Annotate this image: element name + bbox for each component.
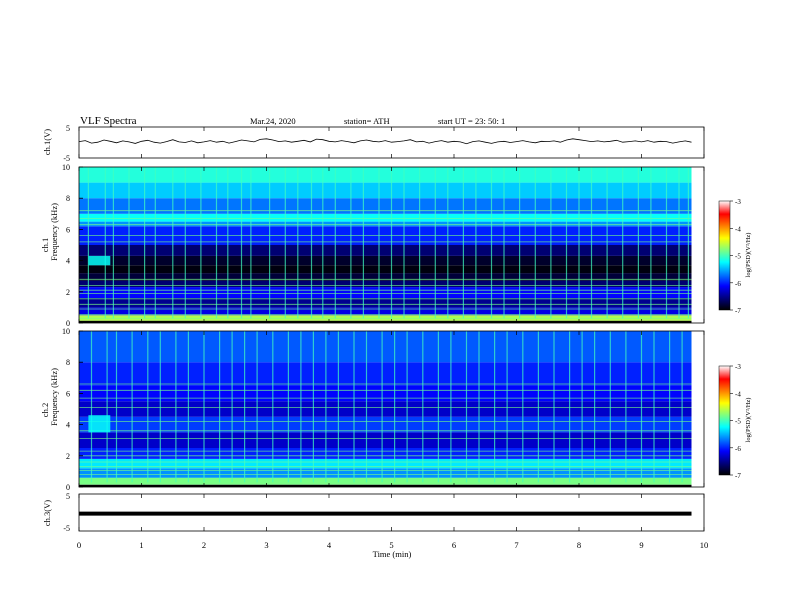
ch1-spec-ytick-label-5: 10 bbox=[62, 163, 70, 172]
ch1-spec-band-5 bbox=[79, 280, 692, 288]
x-tick-label-0: 0 bbox=[77, 540, 81, 550]
ch1-spec-band-15 bbox=[79, 167, 692, 183]
ch2-colorbar-tick-label-2: -5 bbox=[735, 418, 741, 426]
ch1-spec-band-6 bbox=[79, 273, 692, 281]
ch2-spec-ytick-label-5: 10 bbox=[62, 327, 70, 336]
x-tick-label-1: 1 bbox=[139, 540, 143, 550]
ch2-spec-band-5 bbox=[79, 432, 692, 448]
ch2-spectrogram-ylabel-channel: ch.2 bbox=[40, 403, 50, 417]
chart-title: VLF Spectra bbox=[80, 115, 137, 127]
ch2-spec-band-7 bbox=[79, 401, 692, 417]
ch1-spec-band-14 bbox=[79, 182, 692, 199]
x-tick-label-6: 6 bbox=[452, 540, 456, 550]
ch2-colorbar: -3 -4 -5 -6 -7 log(PSD)(V²/Hz) bbox=[718, 363, 752, 480]
ch1-spec-band-13 bbox=[79, 198, 692, 214]
ch2-spec-band-8 bbox=[79, 385, 692, 402]
x-tick-label-2: 2 bbox=[202, 540, 206, 550]
ch1-ytick-bottom: -5 bbox=[63, 154, 70, 163]
ch1-spec-band-0 bbox=[79, 320, 692, 323]
ch1-spec-band-11 bbox=[79, 221, 692, 227]
ch2-colorbar-label: log(PSD)(V²/Hz) bbox=[745, 398, 752, 443]
ch3-ytick-top: 5 bbox=[66, 492, 70, 501]
ch2-colorbar-tick-label-3: -6 bbox=[735, 445, 741, 453]
ch1-ytick-top: 5 bbox=[66, 124, 70, 133]
ch2-spectrogram-panel: 0 2 4 6 8 10 ch.2 Frequency (kHz) bbox=[40, 327, 705, 492]
ch1-colorbar-gradient bbox=[718, 200, 731, 311]
ch1-spec-band-2 bbox=[79, 307, 692, 316]
ch1-spectrogram-panel: 0 2 4 6 8 10 ch.1 Frequency (kHz) bbox=[40, 163, 705, 328]
ch1-spec-patch-0 bbox=[88, 255, 111, 266]
ch1-spec-ytick-label-0: 0 bbox=[66, 319, 70, 328]
ch1-spectrogram-ylabel-frequency: Frequency (kHz) bbox=[49, 203, 59, 261]
ch2-spec-ytick-label-1: 2 bbox=[66, 452, 70, 461]
ch2-colorbar-tick-label-1: -4 bbox=[735, 390, 741, 398]
ch2-spec-ytick-label-3: 6 bbox=[66, 389, 70, 398]
ch1-spec-ytick-label-3: 6 bbox=[66, 225, 70, 234]
ch2-spec-ytick-label-2: 4 bbox=[66, 421, 70, 430]
ch1-colorbar: -3 -4 -5 -6 -7 log(PSD)(V²/Hz) bbox=[718, 198, 752, 315]
ch1-spec-band-7 bbox=[79, 265, 692, 274]
ch2-spectrogram-image bbox=[79, 331, 692, 487]
ch1-waveform-line bbox=[78, 138, 692, 145]
ch3-ytick-bottom: -5 bbox=[63, 524, 70, 533]
ch3-ylabel: ch.3(V) bbox=[42, 500, 52, 526]
ch1-spec-band-4 bbox=[79, 287, 692, 298]
ch3-waveform-panel: 5 -5 ch.3(V) 0 1 2 3 4 5 6 7 8 9 10 Time (min) bbox=[42, 127, 708, 559]
ch1-colorbar-tick-label-0: -3 bbox=[735, 198, 741, 206]
x-tick-label-7: 7 bbox=[514, 540, 518, 550]
ch1-ylabel: ch.1(V) bbox=[42, 129, 52, 155]
x-tick-label-3: 3 bbox=[264, 540, 268, 550]
ch1-spec-band-12 bbox=[79, 213, 692, 222]
x-tick-label-5: 5 bbox=[389, 540, 393, 550]
ch2-spec-patch-0 bbox=[88, 415, 111, 433]
ch1-colorbar-tick-label-1: -4 bbox=[735, 225, 741, 233]
x-tick-label-4: 4 bbox=[327, 540, 332, 550]
x-axis-ticks: 0 1 2 3 4 5 6 7 8 9 10 bbox=[77, 127, 708, 550]
ch2-spec-band-3 bbox=[79, 458, 692, 469]
x-tick-label-9: 9 bbox=[639, 540, 643, 550]
ch1-colorbar-tick-label-4: -7 bbox=[735, 307, 741, 315]
ch2-spectrogram-ylabel-frequency: Frequency (kHz) bbox=[49, 368, 59, 426]
ch2-spec-band-6 bbox=[79, 416, 692, 433]
ch1-colorbar-label: log(PSD)(V²/Hz) bbox=[745, 233, 752, 278]
ch2-spec-band-2 bbox=[79, 468, 692, 478]
ch1-spectrogram-ylabel-channel: ch.1 bbox=[40, 238, 50, 252]
ch2-spec-band-4 bbox=[79, 448, 692, 459]
ch2-spec-band-0 bbox=[79, 484, 692, 487]
start-time-label: start UT = 23: 50: 1 bbox=[438, 116, 505, 126]
ch1-spec-ytick-label-4: 8 bbox=[66, 194, 70, 203]
ch1-colorbar-tick-label-3: -6 bbox=[735, 280, 741, 288]
ch2-colorbar-tick-label-0: -3 bbox=[735, 363, 741, 371]
ch1-spec-band-8 bbox=[79, 255, 692, 266]
ch1-spec-band-9 bbox=[79, 245, 692, 256]
x-tick-label-10: 10 bbox=[700, 540, 709, 550]
x-tick-label-8: 8 bbox=[577, 540, 581, 550]
ch1-spec-band-3 bbox=[79, 298, 692, 308]
ch2-colorbar-tick-label-4: -7 bbox=[735, 472, 741, 480]
x-axis-label: Time (min) bbox=[373, 549, 412, 559]
ch2-spec-band-9 bbox=[79, 362, 692, 386]
ch1-spec-ytick-label-1: 2 bbox=[66, 288, 70, 297]
station-label: station= ATH bbox=[344, 116, 390, 126]
ch2-colorbar-gradient bbox=[718, 365, 731, 476]
date-label: Mar.24, 2020 bbox=[250, 116, 296, 126]
ch2-spec-ytick-label-4: 8 bbox=[66, 358, 70, 367]
ch2-spec-band-10 bbox=[79, 331, 692, 363]
ch1-spectrogram-image bbox=[79, 167, 692, 323]
ch1-colorbar-tick-label-2: -5 bbox=[735, 253, 741, 261]
ch1-spec-ytick-label-2: 4 bbox=[66, 257, 70, 266]
ch2-spec-ytick-label-0: 0 bbox=[66, 483, 70, 492]
